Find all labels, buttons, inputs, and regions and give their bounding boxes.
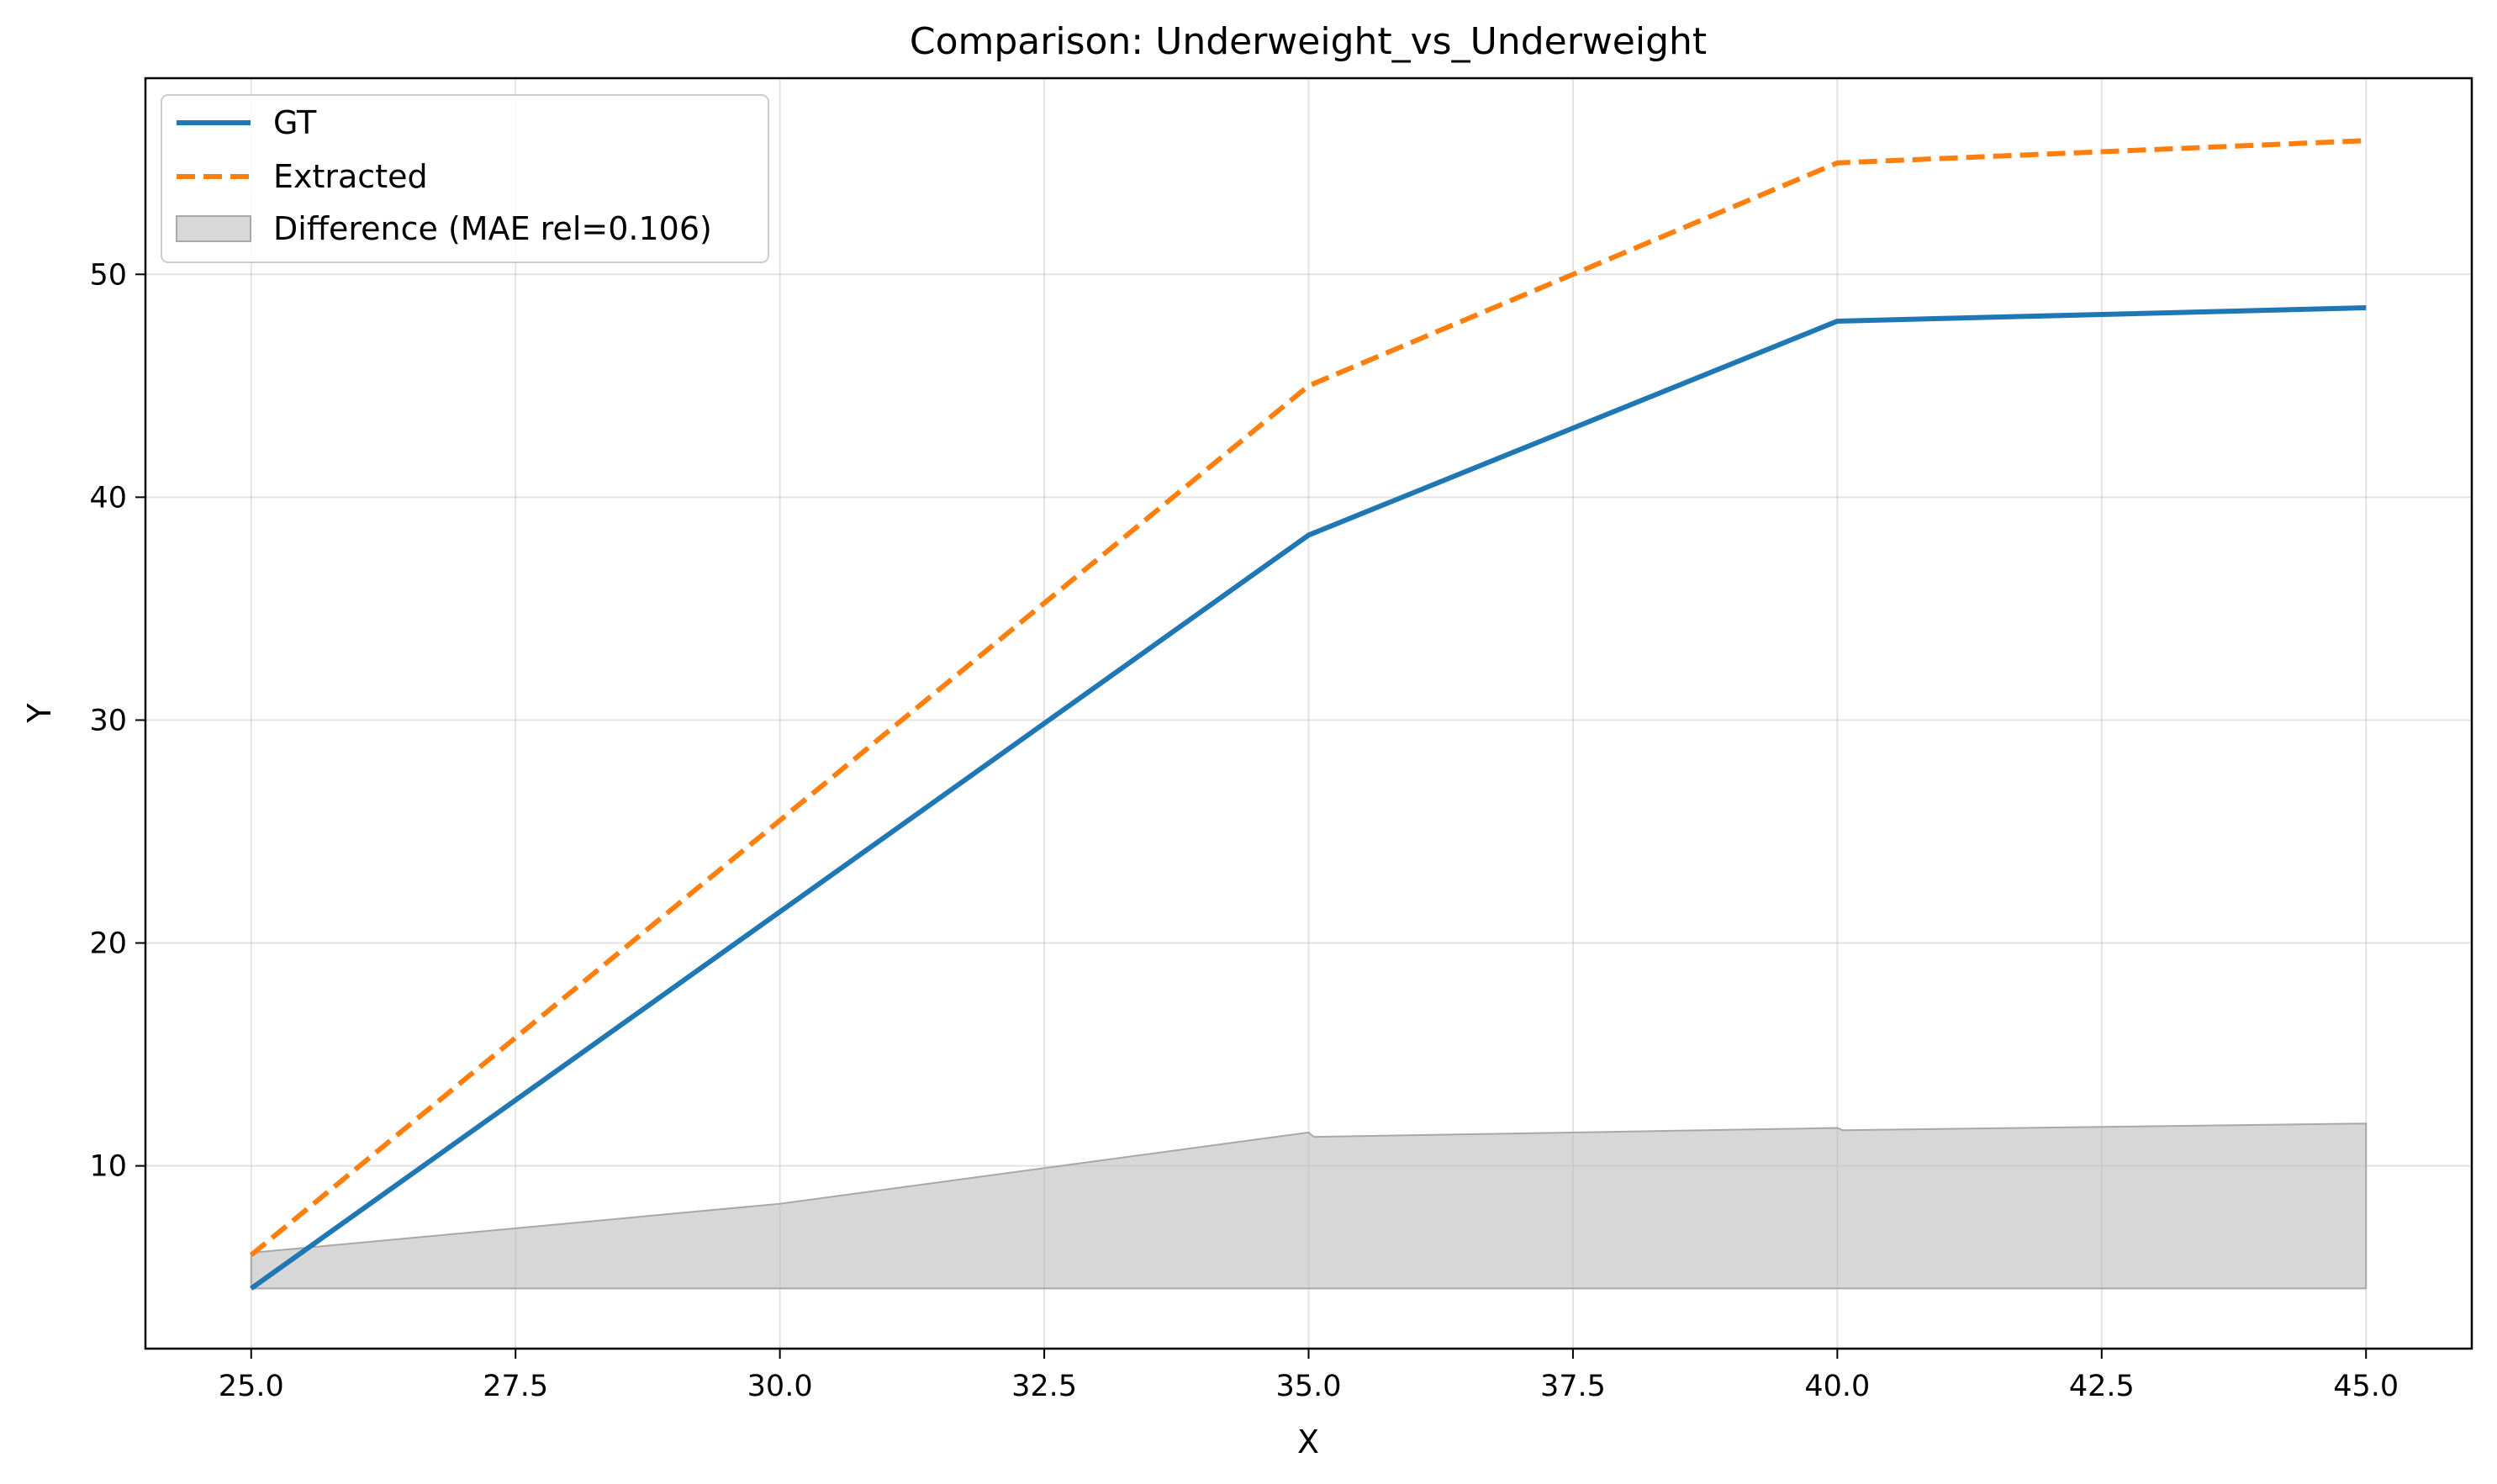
y-tick-label: 40: [89, 481, 127, 515]
legend: GT Extracted Difference (MAE rel=0.106): [161, 94, 769, 263]
gt-series-line: [250, 305, 2367, 1291]
y-axis-label: Y: [21, 703, 58, 724]
x-tick-label: 35.0: [1276, 1370, 1342, 1403]
x-tick-label: 27.5: [483, 1370, 548, 1403]
legend-extracted-label: Extracted: [273, 158, 428, 195]
extracted-series-line: [249, 138, 2367, 1257]
legend-difference-label: Difference (MAE rel=0.106): [273, 210, 712, 247]
x-tick-label: 40.0: [1804, 1370, 1870, 1403]
x-tick-label: 32.5: [1011, 1370, 1077, 1403]
chart-title: Comparison: Underweight_vs_Underweight: [910, 20, 1707, 63]
legend-gt-label: GT: [273, 104, 317, 141]
x-axis-label: X: [1297, 1423, 1319, 1460]
y-axis-ticks: 10 20 30 40 50: [89, 258, 145, 1184]
y-tick-label: 20: [89, 927, 127, 961]
series-lines: [249, 138, 2367, 1291]
difference-band: [250, 1122, 2368, 1290]
legend-difference-swatch: [176, 215, 251, 242]
x-tick-label: 42.5: [2069, 1370, 2135, 1403]
difference-band-layer: [250, 1122, 2368, 1290]
y-tick-label: 30: [89, 704, 127, 737]
x-tick-label: 37.5: [1540, 1370, 1606, 1403]
y-tick-label: 50: [89, 258, 127, 292]
x-axis-ticks: 25.0 27.5 30.0 32.5 35.0 37.5 40.0 42.5 45.0: [219, 1349, 2399, 1403]
x-tick-label: 45.0: [2333, 1370, 2399, 1403]
x-tick-label: 30.0: [747, 1370, 813, 1403]
legend-box: [161, 94, 769, 263]
y-tick-label: 10: [89, 1150, 127, 1184]
x-tick-label: 25.0: [219, 1370, 284, 1403]
